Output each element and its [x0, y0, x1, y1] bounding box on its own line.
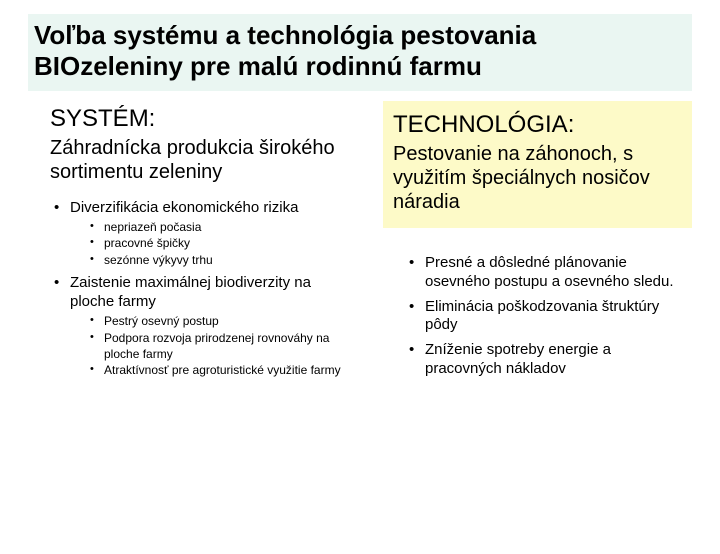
list-item: pracovné špičky [90, 235, 359, 251]
content-columns: SYSTÉM: Záhradnícka produkcia širokého s… [0, 101, 720, 384]
right-heading-block: TECHNOLÓGIA: Pestovanie na záhonoch, s v… [383, 101, 692, 228]
right-list: Presné a dôsledné plánovanie osevného po… [405, 254, 684, 379]
list-item-text: Diverzifikácia ekonomického rizika [70, 199, 298, 216]
list-item: Presné a dôsledné plánovanie osevného po… [405, 254, 684, 292]
left-column: SYSTÉM: Záhradnícka produkcia širokého s… [50, 101, 359, 384]
list-item: Zaistenie maximálnej biodiverzity na plo… [50, 274, 359, 378]
list-item: Atraktívnosť pre agroturistické využitie… [90, 362, 359, 378]
list-item: Diverzifikácia ekonomického rizika nepri… [50, 199, 359, 268]
list-item: Pestrý osevný postup [90, 313, 359, 329]
list-item-text: Zaistenie maximálnej biodiverzity na plo… [70, 274, 311, 310]
list-item: Zníženie spotreby energie a pracovných n… [405, 341, 684, 379]
list-item: nepriazeň počasia [90, 219, 359, 235]
list-item: sezónne výkyvy trhu [90, 252, 359, 268]
right-heading: TECHNOLÓGIA: [393, 111, 682, 139]
list-item: Eliminácia poškodzovania štruktúry pôdy [405, 298, 684, 336]
right-list-wrap: Presné a dôsledné plánovanie osevného po… [383, 254, 692, 379]
left-heading: SYSTÉM: [50, 105, 359, 133]
list-item: Podpora rozvoja prirodzenej rovnováhy na… [90, 330, 359, 362]
left-list: Diverzifikácia ekonomického rizika nepri… [50, 199, 359, 379]
slide-title: Voľba systému a technológia pestovania B… [28, 14, 692, 91]
left-subheading: Záhradnícka produkcia širokého sortiment… [50, 137, 359, 184]
right-column: TECHNOLÓGIA: Pestovanie na záhonoch, s v… [383, 101, 692, 384]
left-sublist: Pestrý osevný postup Podpora rozvoja pri… [90, 313, 359, 378]
right-subheading: Pestovanie na záhonoch, s využitím špeci… [393, 143, 682, 214]
left-sublist: nepriazeň počasia pracovné špičky sezónn… [90, 219, 359, 268]
